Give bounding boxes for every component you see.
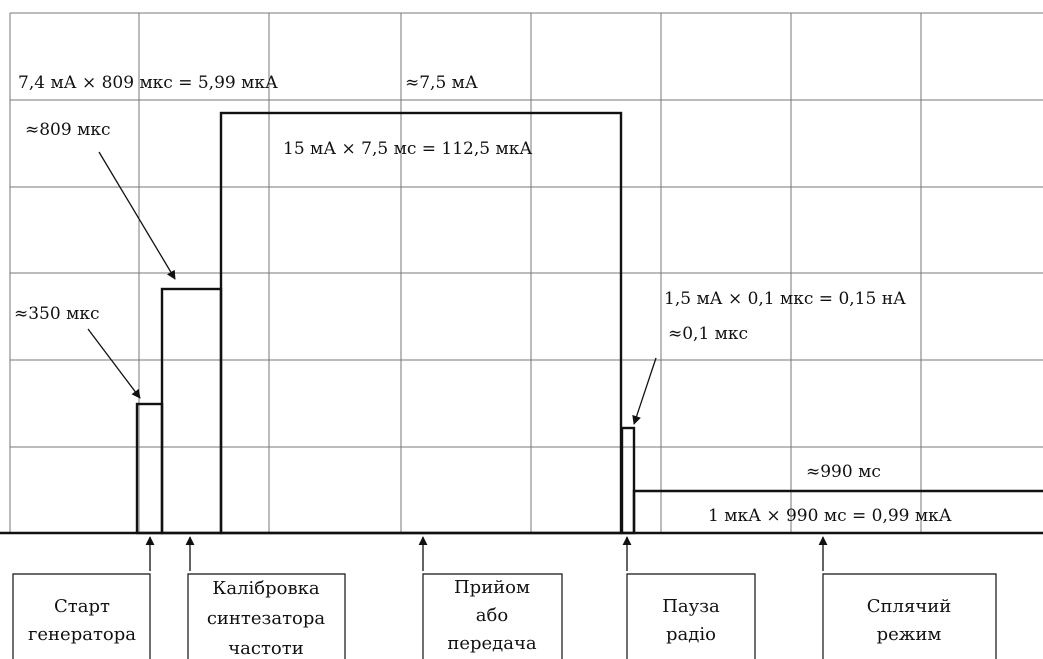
calibration-duration-label: ≈809 мкс: [25, 120, 110, 140]
pause-duration-arrow: [632, 357, 657, 425]
rxtx-phase-label-line1: Прийом: [454, 577, 530, 598]
rxtx-phase-label-line3: передача: [447, 633, 537, 654]
pause-pulse: [620, 426, 636, 535]
calibration-duration-arrow: [98, 151, 176, 280]
rxtx-phase-box: [422, 573, 563, 659]
sleep-duration-label: ≈990 мс: [806, 462, 881, 482]
calibration-phase-box: [187, 573, 346, 659]
sleep-phase-label-line1: Сплячий: [867, 596, 951, 617]
sleep-energy-label: 1 мкА × 990 мс = 0,99 мкА: [708, 506, 952, 526]
start-phase-box: [12, 573, 151, 659]
calibration-pulse: [160, 287, 223, 535]
rxtx-phase-label-line2: або: [476, 605, 508, 626]
start-phase-label-line2: генератора: [28, 624, 136, 645]
sleep-phase-box: [822, 573, 997, 659]
sleep-phase-label-line2: режим: [877, 624, 942, 645]
pause-duration-label: ≈0,1 мкс: [668, 324, 748, 344]
startup-duration-label: ≈350 мкс: [14, 304, 99, 324]
pause-phase-label-line1: Пауза: [662, 596, 720, 617]
start-phase-label-line1: Старт: [54, 596, 110, 617]
current-waveform: [0, 111, 1043, 535]
rxtx-energy-label: 15 мА × 7,5 мс = 112,5 мкА: [283, 139, 532, 159]
startup-pulse: [135, 402, 164, 535]
peak-current-label: ≈7,5 мА: [405, 73, 478, 93]
grid: [9, 12, 1043, 533]
rxtx-pulse: [219, 111, 623, 535]
calibration-phase-label-line2: синтезатора: [207, 608, 326, 629]
calibration-energy-label: 7,4 мА × 809 мкс = 5,99 мкА: [18, 73, 278, 93]
pause-phase-box: [626, 573, 756, 659]
sleep-level: [632, 489, 1043, 533]
pause-energy-label: 1,5 мА × 0,1 мкс = 0,15 нА: [664, 289, 906, 309]
calibration-phase-label-line3: частоти: [228, 638, 303, 659]
calibration-phase-label-line1: Калібровка: [212, 578, 319, 599]
pause-phase-label-line2: радіо: [666, 624, 716, 645]
startup-duration-arrow: [87, 328, 141, 399]
